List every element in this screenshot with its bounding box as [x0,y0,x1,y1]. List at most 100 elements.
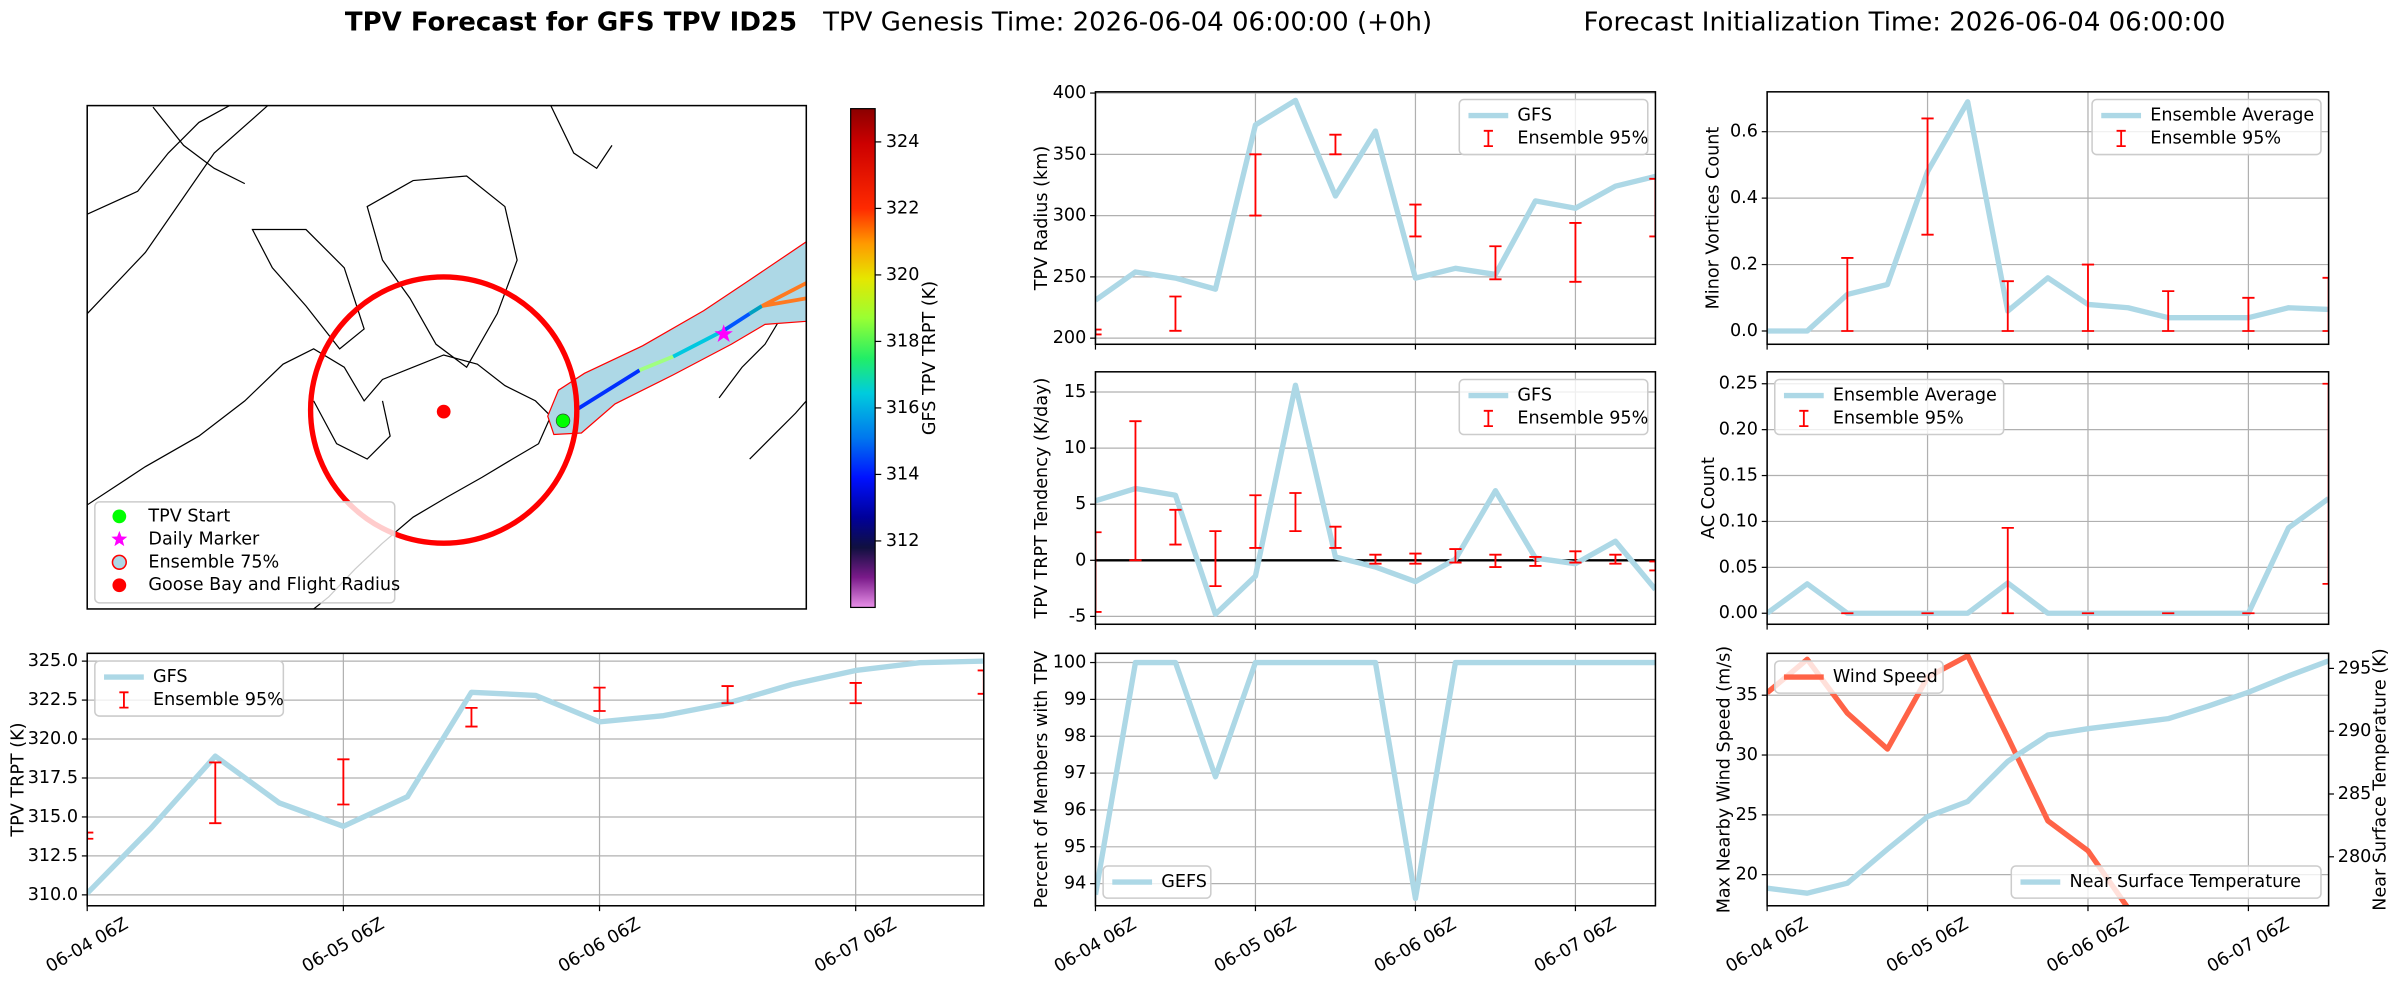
error-bar [1449,548,1462,564]
axes-frame [1094,652,1657,907]
error-bar [1095,328,1102,336]
y-tick-label: 0.0 [1730,321,1758,341]
error-bar [1289,492,1302,533]
axes-frame [1094,91,1657,346]
error-bar [1129,420,1142,562]
legend-label: Ensemble 75% [148,552,279,572]
error-bar [1489,553,1502,568]
legend-label: Wind Speed [1833,667,1938,687]
error-bar [87,831,94,840]
y-tick-label: 400 [1053,83,1087,103]
error-bar [1569,222,1582,283]
y2-tick-label: 280 [2338,847,2372,867]
y-tick-label: 0.2 [1730,255,1758,275]
y2-tick-label: 295 [2338,658,2372,678]
error-bar [977,669,984,695]
goose-bay [436,404,451,419]
legend-label: Ensemble 95% [153,690,284,710]
daily-marker [714,324,733,342]
y-tick-label: 317.5 [28,768,78,788]
track [577,281,807,411]
error-bar [1649,560,1656,572]
error-bar [2001,526,2014,615]
error-bar [1489,245,1502,281]
error-bar [1249,494,1262,549]
map [87,105,807,609]
error-bar [1329,133,1342,156]
flight-radius [307,274,580,546]
y2-axis-label: Near Surface Temperature (K) [2371,648,2391,910]
error-bar [1921,117,1934,236]
colorbar-tick-label: 324 [886,132,920,152]
legend-box [1774,660,1944,694]
coastline [313,400,391,460]
y-tick-label: -5 [1069,606,1087,626]
y-tick-label: 350 [1053,144,1087,164]
legend-marker [112,509,127,524]
error-bar [1169,295,1182,332]
init-time: Forecast Initialization Time: 2026-06-04… [1584,7,2226,37]
track-segment [761,281,807,308]
legend-errorbar [1799,409,1809,428]
legend-label: Daily Marker [148,529,260,549]
track-segment [577,368,641,411]
y-tick-label: 0.25 [1719,374,1758,394]
y-tick-label: 25 [1736,805,1758,825]
error-bar [2162,290,2175,332]
series-line [1767,496,2329,616]
legend-box [1102,865,1212,899]
y-tick-label: 97 [1064,763,1086,783]
series-line [87,658,984,896]
colorbar-tick-label: 322 [886,198,920,218]
colorbar-tick-label: 314 [886,464,920,484]
y-tick-label: 5 [1075,494,1086,514]
y-tick-label: 15 [1064,382,1086,402]
axes-frame [86,652,985,907]
y-tick-label: 0.00 [1719,603,1758,623]
error-bar [1649,177,1656,238]
y-tick-label: 95 [1064,837,1086,857]
y-tick-label: 30 [1736,745,1758,765]
error-bar [2081,263,2095,332]
y-tick-label: 99 [1064,689,1086,709]
axes-frame [1766,371,2330,626]
y-tick-label: 0.05 [1719,557,1758,577]
y-tick-label: 0.10 [1719,511,1758,531]
colorbar-label: GFS TPV TRPT (K) [920,281,940,435]
y-tick-label: 310.0 [28,885,78,905]
legend-label: GFS [1517,106,1552,126]
track-segment [672,328,725,359]
axes-frame [1766,652,2330,907]
series-line [1767,99,2329,334]
legend-box [2010,865,2322,899]
colorbar [850,108,876,609]
y-axis-label: TPV TRPT (K) [8,723,28,838]
error-bar [1369,553,1382,565]
coastline [87,348,552,609]
legend-label: Goose Bay and Flight Radius [148,575,400,595]
error-bar [1841,256,1854,332]
error-bar [2242,296,2255,332]
series-line [1767,653,2130,906]
legend-box [1774,378,2005,436]
legend-marker [111,530,128,547]
legend-label: GFS [1517,386,1552,406]
track-segment [722,312,751,333]
colorbar-tick-label: 312 [886,531,920,551]
track-segment [748,304,763,316]
legend-errorbar [1483,129,1493,148]
y2-tick-label: 285 [2338,784,2372,804]
axes-frame [1094,371,1657,626]
error-bar [1609,553,1622,565]
y-tick-label: 96 [1064,800,1086,820]
series-line [1095,97,1656,303]
y-tick-label: 315.0 [28,807,78,827]
track-segment [638,354,674,373]
legend-label: Ensemble 95% [1833,408,1964,428]
colorbar-tick-label: 320 [886,265,920,285]
tpv-start [555,413,571,428]
legend-marker [111,554,127,570]
series-line [1095,659,1656,902]
y2-tick-label: 290 [2338,721,2372,741]
